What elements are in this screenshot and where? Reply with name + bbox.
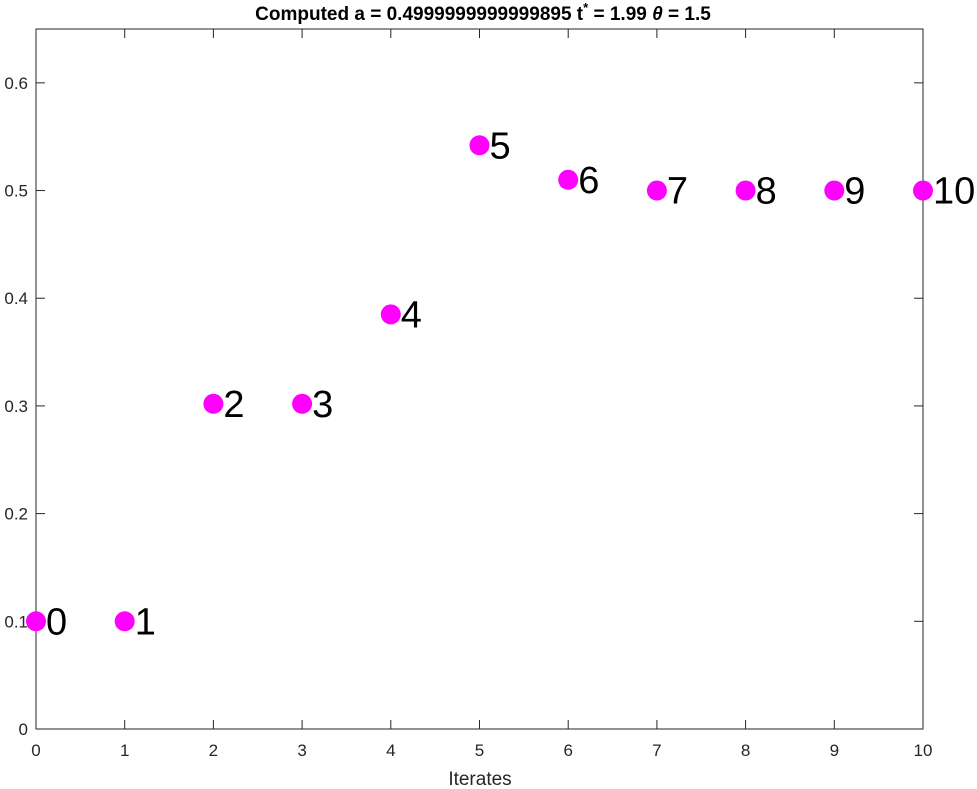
data-point-label: 10 [933,171,975,213]
data-point [203,393,224,414]
data-point [824,180,845,201]
chart-title-superscript: * [583,0,589,15]
chart-title-theta: θ [652,4,663,25]
x-tick-label: 4 [386,741,395,760]
chart-title-middle: = 1.99 [588,4,652,25]
chart-title: Computed a = 0.4999999999999895 t* = 1.9… [255,0,711,25]
data-point-label: 6 [578,160,599,202]
x-tick-label: 2 [209,741,218,760]
chart-title-prefix: Computed a = 0.4999999999999895 t [255,4,584,25]
chart-title-suffix: = 1.5 [663,4,711,25]
data-point [913,180,933,201]
data-point-label: 0 [46,601,67,643]
data-point [380,304,401,325]
x-tick-label: 9 [830,741,839,760]
data-point-label: 5 [490,125,511,167]
y-tick-label: 0 [19,720,28,739]
y-tick-label: 0.1 [4,612,28,631]
data-point [646,180,667,201]
data-point [114,611,135,632]
x-tick-label: 3 [297,741,306,760]
data-point [558,169,579,190]
x-tick-label: 8 [741,741,750,760]
x-tick-label: 10 [914,741,933,760]
x-tick-label: 6 [563,741,572,760]
data-point [735,180,756,201]
data-point [469,135,490,156]
y-tick-label: 0.5 [4,182,28,201]
data-point-label: 2 [223,384,244,426]
data-point-label: 1 [135,601,156,643]
x-tick-label: 7 [652,741,661,760]
y-tick-label: 0.4 [4,289,28,308]
y-tick-label: 0.6 [4,74,28,93]
x-tick-label: 5 [475,741,484,760]
y-tick-label: 0.2 [4,505,28,524]
data-point [292,393,313,414]
data-point [26,611,46,632]
data-point-label: 7 [667,171,688,213]
x-tick-label: 0 [31,741,40,760]
data-points: 0 1 2 3 4 5 6 7 8 9 10 [26,125,975,643]
y-tick-label: 0.3 [4,397,28,416]
plot-area [35,28,924,730]
data-point-label: 3 [312,384,333,426]
x-tick-label: 1 [120,741,129,760]
data-point-label: 4 [401,294,422,336]
data-point-label: 9 [844,171,865,213]
x-axis-label: Iterates [448,769,511,789]
data-point-label: 8 [756,171,777,213]
